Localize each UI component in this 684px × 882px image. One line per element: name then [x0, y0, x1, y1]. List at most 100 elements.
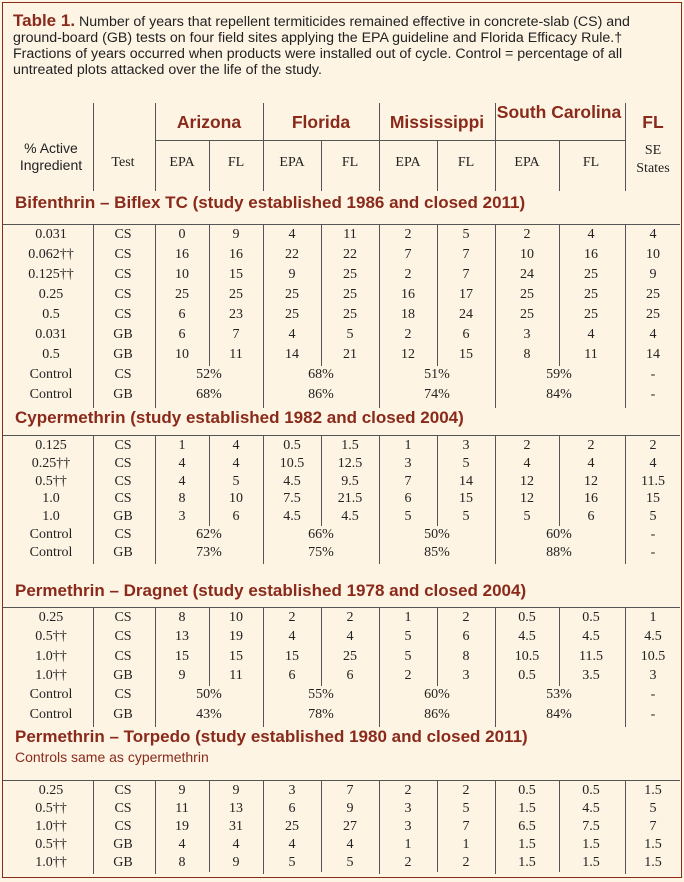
- value-cell: 7: [404, 247, 412, 262]
- header-divider: [379, 103, 380, 191]
- value-cell: 16: [175, 247, 189, 262]
- value-cell: 4: [178, 473, 186, 489]
- se-states-cell: 1: [649, 610, 657, 625]
- se-states-cell: 3: [649, 667, 657, 683]
- value-cell: 9: [178, 667, 186, 683]
- value-cell: 4.5: [518, 629, 536, 645]
- value-cell: 8: [178, 610, 186, 625]
- value-cell: 7: [232, 327, 240, 342]
- value-cell: 2: [523, 438, 531, 453]
- header-fl-epa: EPA: [279, 155, 305, 170]
- test-cell: CS: [114, 438, 132, 453]
- value-cell: 4: [288, 227, 296, 242]
- value-cell: 25: [285, 819, 299, 834]
- control-row: Control CS 52% 68% 51% 59% -: [3, 367, 683, 383]
- value-cell: 12: [520, 491, 534, 507]
- control-row: Control GB 68% 86% 74% 84% -: [3, 387, 683, 403]
- value-cell: 7: [462, 247, 470, 262]
- column-divider: [263, 224, 264, 408]
- value-cell: 4.5: [341, 509, 359, 525]
- se-states-cell: 2: [649, 438, 657, 453]
- ingredient-cell: 0.5: [42, 307, 60, 322]
- value-cell: 14: [285, 347, 299, 362]
- header-divider: [495, 103, 496, 191]
- table-row: 0.062†† CS 16 16 22 22 7 7 10 16 10: [3, 247, 683, 263]
- value-cell: 2: [404, 227, 412, 242]
- value-cell: 15: [285, 648, 299, 664]
- header-south-carolina: South Carolina: [496, 102, 622, 122]
- test-cell: GB: [113, 667, 133, 683]
- value-cell: 2: [404, 667, 412, 683]
- value-cell: 9: [288, 267, 296, 282]
- column-divider: [379, 780, 380, 874]
- header-fl-fl: FL: [341, 155, 359, 170]
- caption-text: Number of years that repellent termitici…: [13, 14, 630, 78]
- column-divider: [155, 224, 156, 408]
- ingredient-cell: 1.0††: [35, 855, 67, 870]
- ingredient-cell: 1.0††: [35, 648, 67, 664]
- value-cell: 12: [401, 347, 415, 362]
- value-cell: 1: [404, 438, 412, 453]
- value-cell: 53%: [546, 687, 572, 703]
- column-subdivider: [209, 435, 210, 526]
- column-subdivider: [321, 607, 322, 687]
- column-divider: [93, 607, 94, 727]
- se-states-cell: 1.5: [644, 855, 662, 870]
- value-cell: 4: [232, 837, 240, 852]
- table-row: 0.125 CS 1 4 0.5 1.5 1 3 2 2 2: [3, 438, 683, 454]
- table-row: 1.0†† GB 8 9 5 5 2 2 1.5 1.5 1.5: [3, 855, 683, 871]
- header-test: Test: [111, 155, 135, 170]
- se-states-cell: 5: [649, 509, 657, 525]
- header-divider: [625, 103, 626, 191]
- value-cell: 18: [401, 307, 415, 322]
- test-cell: GB: [113, 706, 133, 722]
- value-cell: 5: [462, 227, 470, 242]
- test-cell: GB: [113, 347, 133, 362]
- value-cell: 12: [584, 473, 598, 489]
- value-cell: 4.5: [582, 629, 600, 645]
- value-cell: 68%: [196, 387, 222, 402]
- value-cell: 2: [587, 438, 595, 453]
- value-cell: 50%: [424, 527, 450, 542]
- value-cell: 5: [462, 509, 470, 525]
- value-cell: 1.5: [582, 855, 600, 870]
- value-cell: 7: [462, 819, 470, 834]
- column-divider: [155, 780, 156, 874]
- value-cell: 11: [175, 801, 189, 816]
- column-subdivider: [437, 780, 438, 872]
- value-cell: 15: [229, 648, 243, 664]
- test-cell: CS: [114, 629, 132, 645]
- value-cell: 3: [288, 783, 296, 798]
- column-subdivider: [559, 607, 560, 687]
- value-cell: 75%: [308, 544, 334, 560]
- ingredient-cell: 0.5††: [35, 801, 67, 816]
- header-sc-epa: EPA: [514, 155, 540, 170]
- test-cell: GB: [113, 837, 133, 852]
- column-divider: [625, 607, 626, 727]
- header-florida: Florida: [291, 112, 351, 132]
- value-cell: 6: [288, 801, 296, 816]
- value-cell: 11: [343, 227, 357, 242]
- value-cell: 25: [285, 307, 299, 322]
- test-cell: GB: [113, 327, 133, 342]
- ingredient-cell: 0.25††: [31, 455, 71, 471]
- value-cell: 16: [584, 247, 598, 262]
- value-cell: 3: [523, 327, 531, 342]
- table-row: 0.031 CS 0 9 4 11 2 5 2 4 4: [3, 227, 683, 243]
- value-cell: 9: [178, 783, 186, 798]
- value-cell: 86%: [308, 387, 334, 402]
- value-cell: 16: [229, 247, 243, 262]
- se-states-cell: 11.5: [641, 473, 665, 489]
- value-cell: 9: [232, 855, 240, 870]
- value-cell: 15: [459, 491, 473, 507]
- column-subdivider: [209, 780, 210, 872]
- value-cell: 60%: [424, 687, 450, 703]
- table-row: 0.25 CS 8 10 2 2 1 2 0.5 0.5 1: [3, 610, 683, 626]
- value-cell: 5: [346, 327, 354, 342]
- value-cell: 11.5: [579, 648, 603, 664]
- value-cell: 50%: [196, 687, 222, 703]
- header-mississippi: Mississippi: [389, 112, 485, 132]
- value-cell: 10: [175, 267, 189, 282]
- value-cell: 1: [462, 837, 470, 852]
- table-row: 1.0†† CS 19 31 25 27 3 7 6.5 7.5 7: [3, 819, 683, 835]
